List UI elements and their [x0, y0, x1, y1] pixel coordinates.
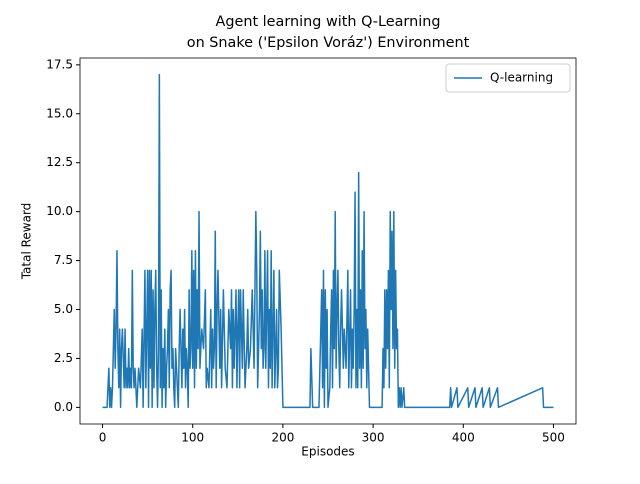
y-tick-label: 7.5	[54, 253, 73, 267]
y-tick-label: 0.0	[54, 400, 73, 414]
y-tick-label: 15.0	[46, 106, 73, 120]
plot-frame	[79, 57, 577, 425]
legend-box	[445, 63, 571, 93]
legend-label: Q-learning	[490, 71, 553, 85]
x-tick-label: 400	[452, 431, 475, 445]
x-tick-label: 300	[362, 431, 385, 445]
y-tick-label: 5.0	[54, 302, 73, 316]
x-tick-label: 500	[542, 431, 565, 445]
y-tick-label: 17.5	[46, 57, 73, 71]
x-tick-label: 0	[99, 431, 107, 445]
chart-title: Agent learning with Q-Learning on Snake (…	[187, 14, 470, 51]
x-tick-label: 200	[271, 431, 294, 445]
y-tick-label: 10.0	[46, 204, 73, 218]
y-axis-label: Tatal Reward	[20, 203, 34, 281]
x-axis-label: Episodes	[301, 445, 354, 459]
y-tick-label: 12.5	[46, 155, 73, 169]
y-tick-label: 2.5	[54, 351, 73, 365]
x-tick-label: 100	[181, 431, 204, 445]
data-line	[102, 73, 554, 409]
